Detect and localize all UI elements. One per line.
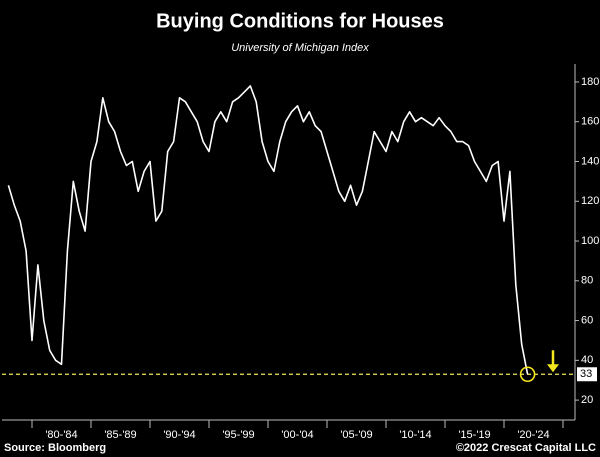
x-tick-label: '90-'94: [163, 429, 195, 441]
x-tick-label: '10-'14: [399, 429, 431, 441]
x-tick-label: '15-'19: [458, 429, 490, 441]
x-tick-label: '80-'84: [45, 429, 77, 441]
x-tick-label: '05-'09: [340, 429, 372, 441]
reference-label-box: [577, 367, 597, 382]
y-tick-label: 40: [581, 354, 593, 366]
y-tick-label: 20: [581, 394, 593, 406]
x-tick-label: '95-'99: [222, 429, 254, 441]
y-tick-label: 140: [581, 155, 599, 167]
copyright: ©2022 Crescat Capital LLC: [456, 442, 596, 454]
y-tick-label: 160: [581, 116, 599, 128]
x-tick-label: '20-'24: [517, 429, 549, 441]
x-tick-label: '00-'04: [281, 429, 313, 441]
y-tick-label: 180: [581, 76, 599, 88]
arrow-head: [547, 364, 559, 373]
y-tick-label: 60: [581, 314, 593, 326]
reference-label: 33: [580, 368, 592, 380]
x-tick-label: '85-'89: [104, 429, 136, 441]
chart-title: Buying Conditions for Houses: [156, 10, 444, 32]
highlight-circle: [519, 366, 536, 383]
y-tick-label: 100: [581, 235, 599, 247]
data-line: [7, 85, 529, 375]
y-tick-label: 80: [581, 275, 593, 287]
source: Source: Bloomberg: [4, 442, 106, 454]
chart-subtitle: University of Michigan Index: [231, 42, 369, 54]
y-tick-label: 120: [581, 195, 599, 207]
